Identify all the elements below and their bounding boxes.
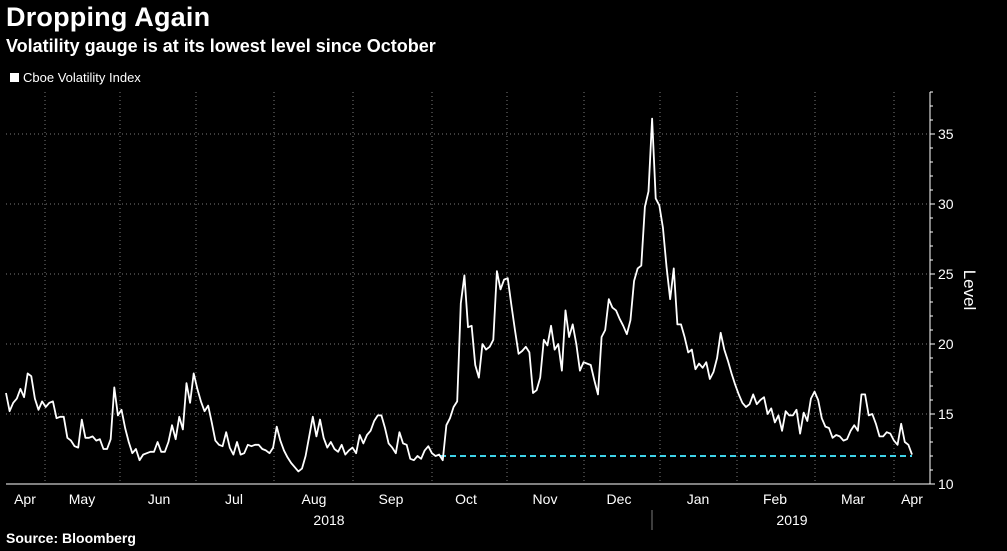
- x-tick-label-7: Nov: [533, 491, 558, 507]
- x-year-label-0: 2018: [313, 512, 344, 528]
- x-tick-label-6: Oct: [455, 491, 477, 507]
- chart-title: Dropping Again: [6, 2, 211, 32]
- x-tick-label-8: Dec: [607, 491, 632, 507]
- x-tick-label-9: Jan: [687, 491, 710, 507]
- legend: Cboe Volatility Index: [10, 70, 141, 85]
- source-note: Source: Bloomberg: [6, 530, 136, 546]
- x-tick-label-5: Sep: [379, 491, 404, 507]
- x-tick-label-4: Aug: [302, 491, 327, 507]
- x-tick-label-12: Apr: [901, 491, 923, 507]
- chart-subtitle: Volatility gauge is at its lowest level …: [6, 36, 436, 56]
- x-axis: Apr May Jun Jul Aug Sep Oct Nov Dec Jan Feb Mar Apr 2…: [6, 483, 930, 530]
- y-tick-label-5: 35: [938, 126, 954, 142]
- series-line-vix: [5, 117, 913, 473]
- y-tick-label-1: 15: [938, 406, 954, 422]
- x-year-label-1: 2019: [776, 512, 807, 528]
- y-tick-label-2: 20: [938, 336, 954, 352]
- y-tick-label-4: 30: [938, 196, 954, 212]
- plot-area: [5, 117, 913, 473]
- x-tick-label-3: Jul: [225, 491, 243, 507]
- legend-swatch: [10, 73, 19, 82]
- x-tick-label-1: May: [69, 491, 95, 507]
- x-tick-label-2: Jun: [148, 491, 171, 507]
- x-tick-label-10: Feb: [763, 491, 787, 507]
- grid: [6, 92, 930, 484]
- x-tick-label-11: Mar: [841, 491, 865, 507]
- y-tick-label-0: 10: [938, 476, 954, 492]
- legend-label: Cboe Volatility Index: [23, 70, 141, 85]
- y-tick-label-3: 25: [938, 266, 954, 282]
- y-axis: 10 15 20 25 30 35: [929, 91, 954, 492]
- y-axis-title: Level: [960, 270, 979, 311]
- x-tick-label-0: Apr: [14, 491, 36, 507]
